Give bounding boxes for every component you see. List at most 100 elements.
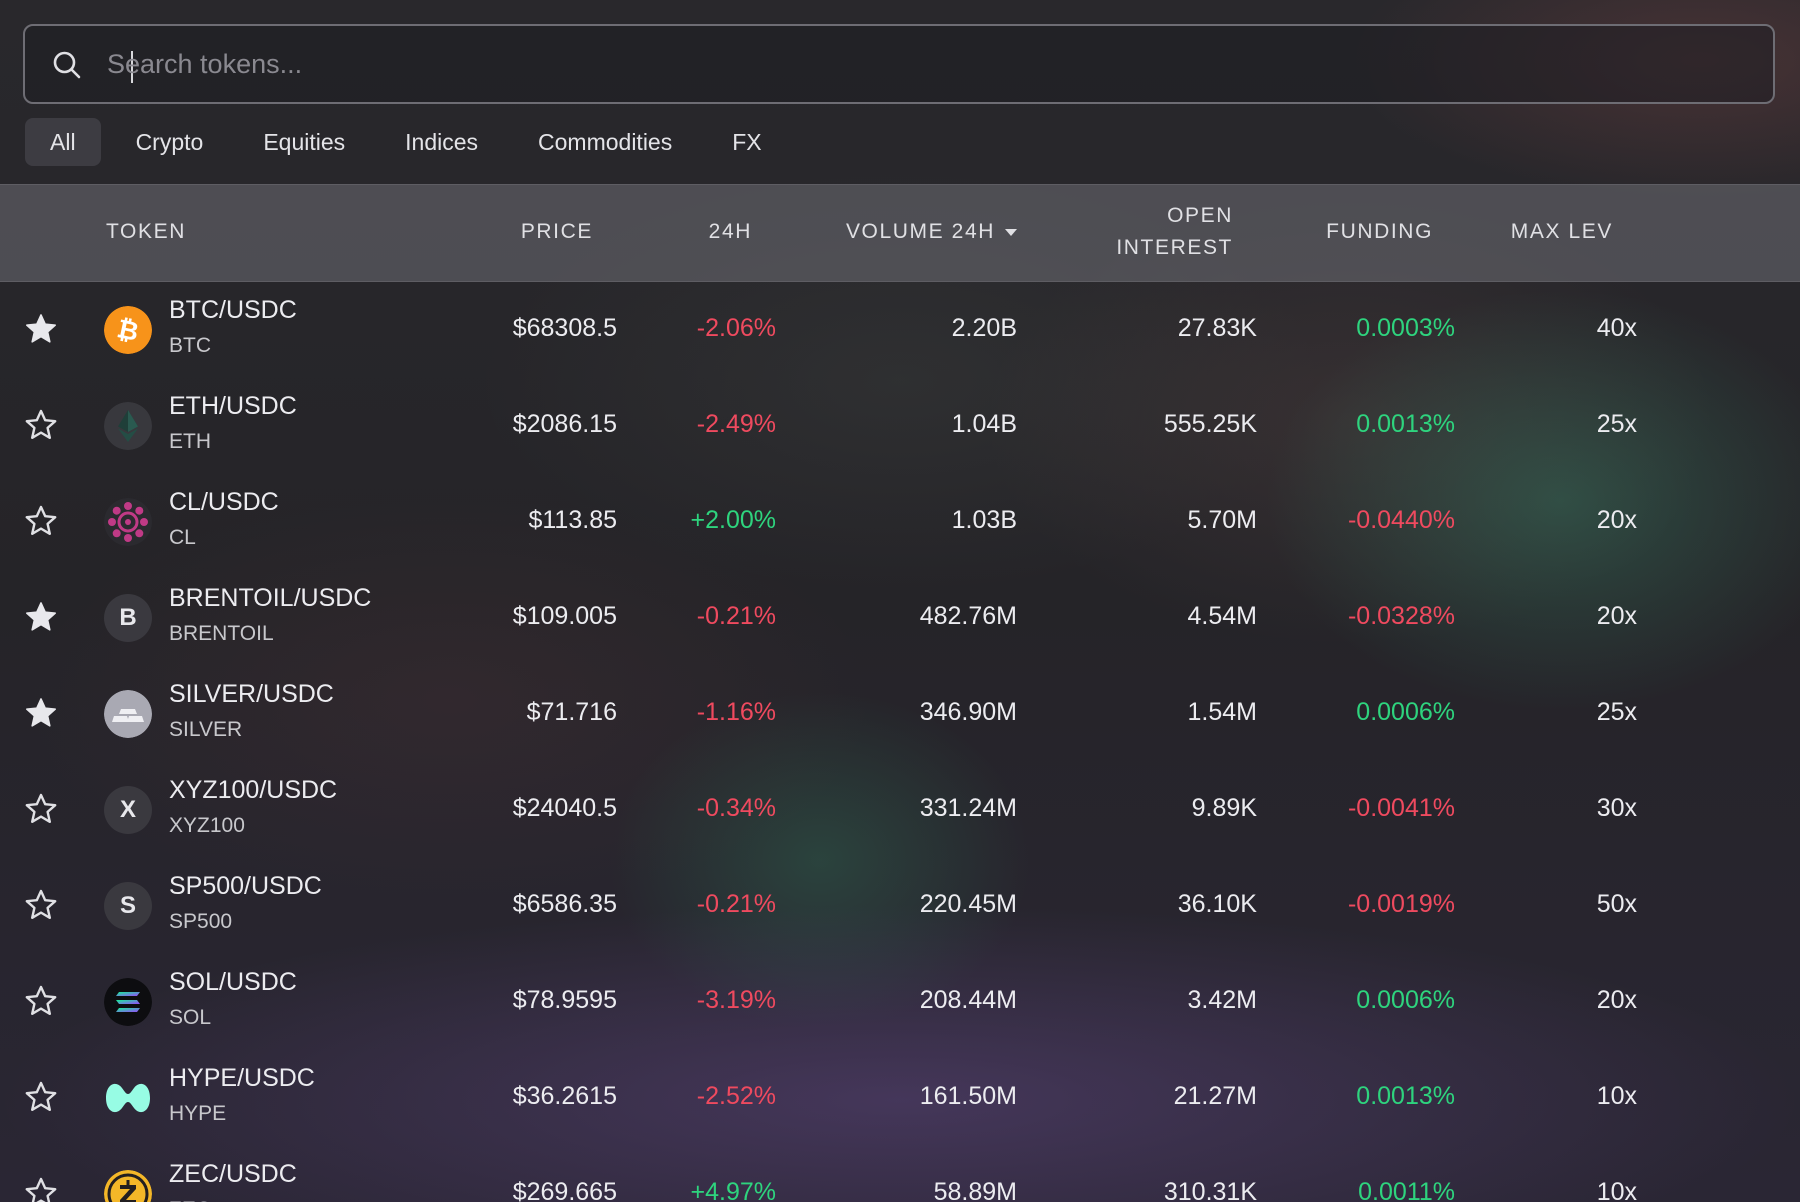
star-outline-icon[interactable] bbox=[24, 504, 58, 538]
open-interest-value: 36.10K bbox=[1177, 890, 1257, 918]
crude-oil-icon bbox=[104, 498, 152, 546]
change-24h-value: -2.49% bbox=[696, 410, 776, 438]
search-input[interactable] bbox=[107, 36, 1747, 92]
volume-value: 482.76M bbox=[919, 602, 1017, 630]
funding-value: 0.0013% bbox=[1356, 410, 1455, 438]
star-outline-icon[interactable] bbox=[24, 984, 58, 1018]
star-outline-icon[interactable] bbox=[24, 1176, 58, 1202]
open-interest-value: 27.83K bbox=[1177, 314, 1257, 342]
table-row[interactable]: ETH/USDC ETH $2086.15 -2.49% 1.04B 555.25K 0.0… bbox=[0, 378, 1800, 474]
tab-commodities[interactable]: Commodities bbox=[538, 129, 673, 155]
token-pair: HYPE/USDC bbox=[169, 1064, 315, 1092]
price-value: $24040.5 bbox=[512, 794, 617, 822]
token-symbol: XYZ100 bbox=[169, 814, 245, 837]
open-interest-value: 3.42M bbox=[1187, 986, 1257, 1014]
table-row[interactable]: ZEC/USDC ZEC $269.665 +4.97% 58.89M 310.31K 0.… bbox=[0, 1146, 1800, 1202]
change-24h-value: -2.52% bbox=[696, 1082, 776, 1110]
column-header-token[interactable]: TOKEN bbox=[106, 220, 186, 243]
volume-value: 220.45M bbox=[919, 890, 1017, 918]
search-bar[interactable] bbox=[23, 24, 1775, 104]
star-filled-icon[interactable] bbox=[24, 696, 58, 730]
token-symbol: SILVER bbox=[169, 718, 243, 741]
token-symbol: CL bbox=[169, 526, 196, 549]
token-pair: ETH/USDC bbox=[169, 392, 297, 420]
letter-s-icon: S bbox=[104, 882, 152, 930]
column-header-24h[interactable]: 24H bbox=[708, 220, 752, 243]
token-pair: SILVER/USDC bbox=[169, 680, 334, 708]
token-pair: SP500/USDC bbox=[169, 872, 322, 900]
volume-value: 208.44M bbox=[919, 986, 1017, 1014]
funding-value: -0.0328% bbox=[1347, 602, 1455, 630]
price-value: $6586.35 bbox=[512, 890, 617, 918]
change-24h-value: -0.21% bbox=[696, 602, 776, 630]
volume-value: 58.89M bbox=[933, 1178, 1017, 1202]
volume-value: 346.90M bbox=[919, 698, 1017, 726]
column-header-funding[interactable]: FUNDING bbox=[1326, 220, 1433, 243]
zcash-icon bbox=[104, 1170, 152, 1202]
table-row[interactable]: ₿ BTC/USDC BTC $68308.5 -2.06% 2.20B 27.83K 0.0… bbox=[0, 282, 1800, 378]
column-header-max-lev[interactable]: MAX LEV bbox=[1510, 220, 1613, 243]
change-24h-value: -0.34% bbox=[696, 794, 776, 822]
funding-value: 0.0006% bbox=[1356, 698, 1455, 726]
max-leverage-value: 20x bbox=[1596, 986, 1637, 1014]
table-row[interactable]: CL/USDC CL $113.85 +2.00% 1.03B 5.70M -0.0440%… bbox=[0, 474, 1800, 570]
column-header-volume[interactable]: VOLUME 24H bbox=[846, 216, 1017, 248]
token-symbol: ETH bbox=[169, 430, 211, 453]
price-value: $2086.15 bbox=[512, 410, 617, 438]
token-symbol: SOL bbox=[169, 1006, 212, 1029]
funding-value: 0.0011% bbox=[1358, 1178, 1455, 1202]
table-row[interactable]: SOL/USDC SOL $78.9595 -3.19% 208.44M 3.42M 0.0… bbox=[0, 954, 1800, 1050]
column-header-open-interest[interactable]: OPEN INTEREST bbox=[1116, 200, 1233, 264]
funding-value: 0.0006% bbox=[1356, 986, 1455, 1014]
price-value: $113.85 bbox=[528, 506, 617, 534]
max-leverage-value: 20x bbox=[1596, 602, 1637, 630]
open-interest-value: 9.89K bbox=[1191, 794, 1257, 822]
star-outline-icon[interactable] bbox=[24, 1080, 58, 1114]
open-interest-value: 310.31K bbox=[1163, 1178, 1257, 1202]
column-header-open-interest-line1: OPEN bbox=[1167, 204, 1233, 227]
table-row[interactable]: S SP500/USDC SP500 $6586.35 -0.21% 220.45M 36.… bbox=[0, 858, 1800, 954]
star-filled-icon[interactable] bbox=[24, 312, 58, 346]
tab-indices[interactable]: Indices bbox=[405, 129, 479, 155]
token-pair: BRENTOIL/USDC bbox=[169, 584, 372, 612]
token-symbol: BRENTOIL bbox=[169, 622, 274, 645]
star-outline-icon[interactable] bbox=[24, 888, 58, 922]
funding-value: -0.0440% bbox=[1347, 506, 1455, 534]
search-icon bbox=[53, 51, 81, 79]
token-symbol: BTC bbox=[169, 334, 211, 357]
token-pair: SOL/USDC bbox=[169, 968, 297, 996]
price-value: $71.716 bbox=[526, 698, 617, 726]
change-24h-value: -3.19% bbox=[696, 986, 776, 1014]
table-row[interactable]: HYPE/USDC HYPE $36.2615 -2.52% 161.50M 21.27M… bbox=[0, 1050, 1800, 1146]
star-outline-icon[interactable] bbox=[24, 408, 58, 442]
table-row[interactable]: X XYZ100/USDC XYZ100 $24040.5 -0.34% 331.24M 9… bbox=[0, 762, 1800, 858]
open-interest-value: 4.54M bbox=[1187, 602, 1257, 630]
star-outline-icon[interactable] bbox=[24, 792, 58, 826]
letter-x-icon: X bbox=[104, 786, 152, 834]
funding-value: 0.0003% bbox=[1356, 314, 1455, 342]
max-leverage-value: 10x bbox=[1596, 1082, 1637, 1110]
change-24h-value: +2.00% bbox=[690, 506, 777, 534]
token-pair: BTC/USDC bbox=[169, 296, 297, 324]
volume-value: 1.04B bbox=[951, 410, 1017, 438]
price-value: $36.2615 bbox=[512, 1082, 617, 1110]
tab-equities[interactable]: Equities bbox=[263, 129, 346, 155]
column-header-volume-label: VOLUME 24H bbox=[845, 220, 995, 243]
star-filled-icon[interactable] bbox=[24, 600, 58, 634]
letter-b-icon: B bbox=[104, 594, 152, 642]
change-24h-value: -0.21% bbox=[696, 890, 776, 918]
column-header-price[interactable]: PRICE bbox=[520, 220, 593, 243]
tab-crypto[interactable]: Crypto bbox=[135, 129, 204, 155]
price-value: $78.9595 bbox=[512, 986, 617, 1014]
change-24h-value: -2.06% bbox=[696, 314, 776, 342]
tab-all[interactable]: All bbox=[25, 118, 101, 166]
volume-value: 331.24M bbox=[919, 794, 1017, 822]
open-interest-value: 555.25K bbox=[1163, 410, 1257, 438]
max-leverage-value: 20x bbox=[1596, 506, 1637, 534]
funding-value: -0.0041% bbox=[1347, 794, 1455, 822]
tab-fx[interactable]: FX bbox=[732, 129, 762, 155]
token-pair: CL/USDC bbox=[169, 488, 279, 516]
table-row[interactable]: B BRENTOIL/USDC BRENTOIL $109.005 -0.21% 482.… bbox=[0, 570, 1800, 666]
volume-value: 1.03B bbox=[951, 506, 1017, 534]
table-row[interactable]: SILVER/USDC SILVER $71.716 -1.16% 346.90M 1.5… bbox=[0, 666, 1800, 762]
